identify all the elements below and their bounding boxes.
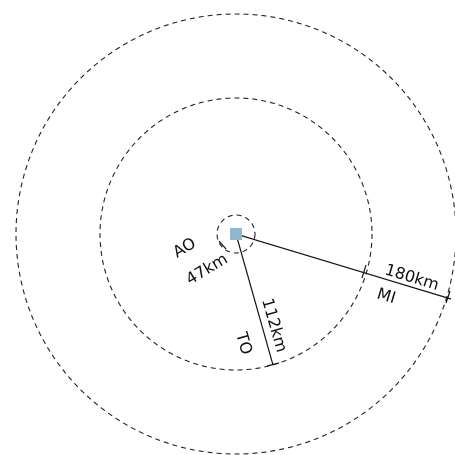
- ring-ao: [216, 214, 256, 254]
- label-ao-code: AO: [169, 233, 199, 261]
- ray-to: [235, 233, 274, 366]
- label-to-distance: 112km: [258, 296, 292, 354]
- ring-to: [99, 97, 373, 371]
- tick-mi: [361, 264, 367, 279]
- tick-mi-end: [445, 290, 451, 304]
- center-marker: [230, 228, 242, 240]
- tick-to: [266, 362, 280, 367]
- ray-mi: [235, 233, 452, 300]
- ring-mi: [15, 13, 455, 455]
- label-to-code: TO: [232, 329, 257, 357]
- label-mi-code: MI: [375, 284, 398, 308]
- tick-ao: [218, 240, 227, 250]
